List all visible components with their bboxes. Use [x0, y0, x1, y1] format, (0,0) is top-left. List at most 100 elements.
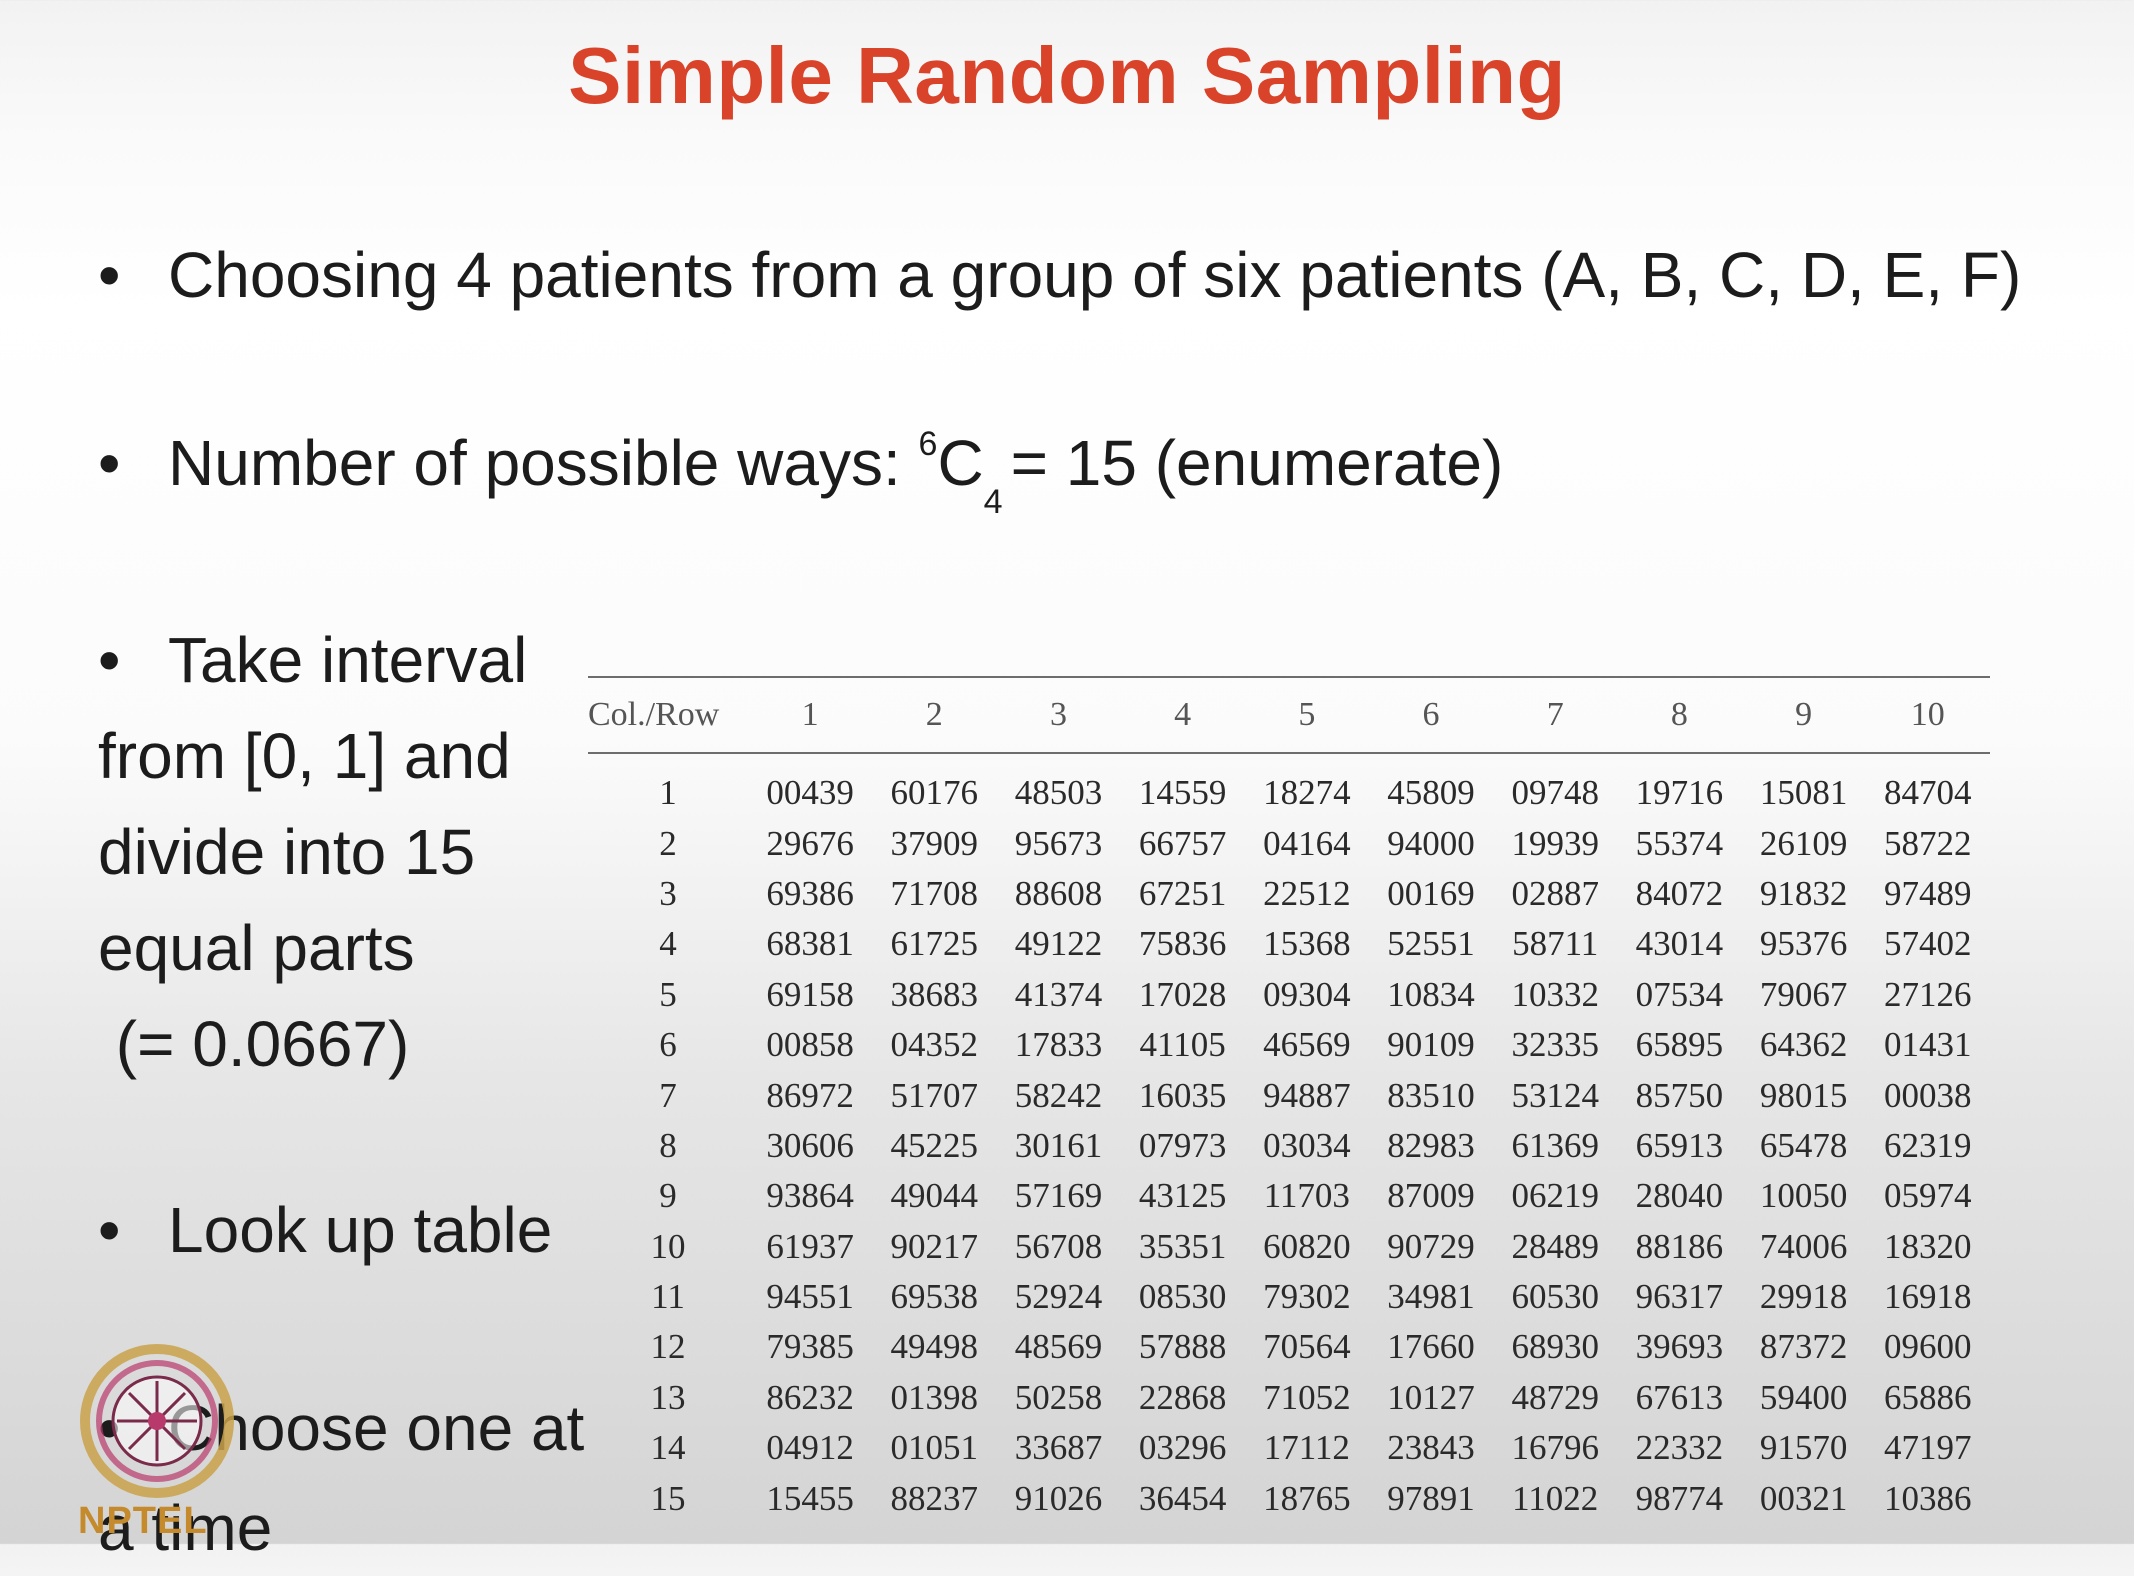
random-number-cell: 49122: [1014, 924, 1103, 964]
table-row: 7 86972 51707 58242 16035 94887 83510 53124 8575…: [588, 1070, 1990, 1120]
row-number-cell: 13: [588, 1378, 748, 1418]
table-row: 1 00439 60176 48503 14559 18274 45809 09748 1971…: [588, 768, 1990, 818]
random-number-cell: 16796: [1511, 1428, 1599, 1468]
random-number-cell: 90109: [1387, 1025, 1475, 1065]
row-number-cell: 8: [588, 1126, 748, 1166]
random-number-cell: 47197: [1884, 1428, 1972, 1468]
table-row: 12 79385 49498 48569 57888 70564 17660 68930 396…: [588, 1322, 1990, 1372]
bullet-dot: •: [98, 1194, 121, 1266]
random-number-cell: 04912: [766, 1428, 854, 1468]
random-number-cell: 36454: [1138, 1478, 1227, 1518]
random-number-cell: 30161: [1014, 1125, 1103, 1165]
row-number: 8: [659, 1125, 677, 1165]
random-number-cell: 62319: [1884, 1125, 1972, 1165]
random-number-cell: 58722: [1884, 823, 1972, 863]
row-number: 9: [659, 1176, 677, 1216]
row-number: 11: [651, 1277, 685, 1317]
random-number-cell: 06219: [1511, 1176, 1599, 1216]
bullet-look-up-table: • Look up table: [98, 1182, 552, 1278]
table-row: 5 69158 38683 41374 17028 09304 10834 10332 0753…: [588, 970, 1990, 1020]
row-number-cell: 1: [588, 773, 748, 813]
table-row: 3 69386 71708 88608 67251 22512 00169 02887 8407…: [588, 869, 1990, 919]
random-number-cell: 10127: [1387, 1377, 1475, 1417]
random-number-cell: 58242: [1014, 1075, 1103, 1115]
random-number-cell: 57169: [1014, 1176, 1103, 1216]
table-row: 15 15455 88237 91026 36454 18765 97891 11022 987…: [588, 1473, 1990, 1523]
random-number-cell: 16035: [1138, 1075, 1227, 1115]
row-number: 15: [650, 1478, 686, 1518]
row-number: 1: [659, 773, 677, 813]
random-number-cell: 69158: [766, 974, 854, 1014]
table-row: 8 30606 45225 30161 07973 03034 82983 61369 6591…: [588, 1121, 1990, 1171]
bullet-text: Choose one at: [168, 1392, 585, 1464]
random-number-cell: 22868: [1138, 1377, 1227, 1417]
random-number-cell: 79067: [1759, 974, 1848, 1014]
random-number-cell: 18765: [1263, 1478, 1351, 1518]
random-number-cell: 79385: [766, 1327, 854, 1367]
random-number-cell: 64362: [1759, 1025, 1848, 1065]
random-number-cell: 01398: [890, 1377, 979, 1417]
random-number-cell: 00169: [1387, 873, 1475, 913]
random-number-cell: 29918: [1759, 1277, 1848, 1317]
row-number: 3: [659, 873, 677, 913]
interval-line: equal parts: [98, 912, 415, 984]
random-number-cell: 65895: [1635, 1025, 1724, 1065]
nptel-wheel-icon: [80, 1344, 234, 1498]
row-number-cell: 4: [588, 924, 748, 964]
slide-title: Simple Random Sampling: [568, 31, 1566, 120]
random-number-cell: 14559: [1138, 773, 1227, 813]
random-number-cell: 86972: [766, 1075, 854, 1115]
random-number-cell: 49498: [890, 1327, 979, 1367]
random-number-cell: 50258: [1014, 1377, 1103, 1417]
random-number-cell: 00321: [1759, 1478, 1848, 1518]
table-row: 14 04912 01051 33687 03296 17112 23843 16796 223…: [588, 1423, 1990, 1473]
random-number-cell: 10332: [1511, 974, 1599, 1014]
random-number-cell: 23843: [1387, 1428, 1475, 1468]
random-number-cell: 03296: [1138, 1428, 1227, 1468]
table-row: 9 93864 49044 57169 43125 11703 87009 06219 2804…: [588, 1171, 1990, 1221]
random-number-cell: 65478: [1759, 1125, 1848, 1165]
random-number-cell: 43125: [1138, 1176, 1227, 1216]
random-number-cell: 53124: [1511, 1075, 1599, 1115]
random-number-cell: 68381: [766, 924, 854, 964]
random-number-cell: 07973: [1138, 1125, 1227, 1165]
bullet-dot: •: [98, 624, 121, 696]
random-number-cell: 10386: [1884, 1478, 1972, 1518]
random-number-cell: 45225: [890, 1125, 979, 1165]
random-number-cell: 41105: [1139, 1025, 1226, 1065]
row-number-cell: 7: [588, 1076, 748, 1116]
random-number-cell: 04164: [1263, 823, 1351, 863]
random-number-cell: 67251: [1138, 873, 1227, 913]
row-number-cell: 3: [588, 874, 748, 914]
random-number-cell: 15081: [1759, 773, 1848, 813]
random-number-cell: 10050: [1759, 1176, 1848, 1216]
interval-line: divide into 15: [98, 816, 476, 888]
row-number-cell: 10: [588, 1227, 748, 1267]
interval-line: from [0, 1] and: [98, 720, 511, 792]
bullet-dot: •: [98, 427, 121, 499]
random-number-cell: 18320: [1884, 1226, 1972, 1266]
random-number-cell: 26109: [1759, 823, 1848, 863]
random-number-cell: 57888: [1138, 1327, 1227, 1367]
row-number: 7: [659, 1075, 677, 1115]
random-number-cell: 28489: [1511, 1226, 1599, 1266]
random-number-cell: 67613: [1635, 1377, 1724, 1417]
table-column-header: 7: [1546, 696, 1564, 733]
random-number-cell: 57402: [1884, 924, 1972, 964]
combination-k: 4: [983, 482, 1003, 521]
random-number-cell: 52924: [1014, 1277, 1103, 1317]
random-number-cell: 04352: [890, 1025, 979, 1065]
nptel-logo-text: NPTEL: [78, 1500, 208, 1542]
random-number-cell: 09600: [1884, 1327, 1972, 1367]
random-number-cell: 43014: [1635, 924, 1724, 964]
random-number-cell: 05974: [1884, 1176, 1972, 1216]
random-number-cell: 00439: [766, 773, 854, 813]
table-row: 2 29676 37909 95673 66757 04164 94000 19939 5537…: [588, 818, 1990, 868]
random-number-cell: 46569: [1263, 1025, 1351, 1065]
table-header-rule: [588, 752, 1990, 754]
random-number-cell: 49044: [890, 1176, 979, 1216]
combination-symbol: C: [937, 427, 984, 499]
random-number-cell: 79302: [1263, 1277, 1351, 1317]
random-number-cell: 32335: [1511, 1025, 1599, 1065]
random-number-cell: 00858: [766, 1025, 854, 1065]
